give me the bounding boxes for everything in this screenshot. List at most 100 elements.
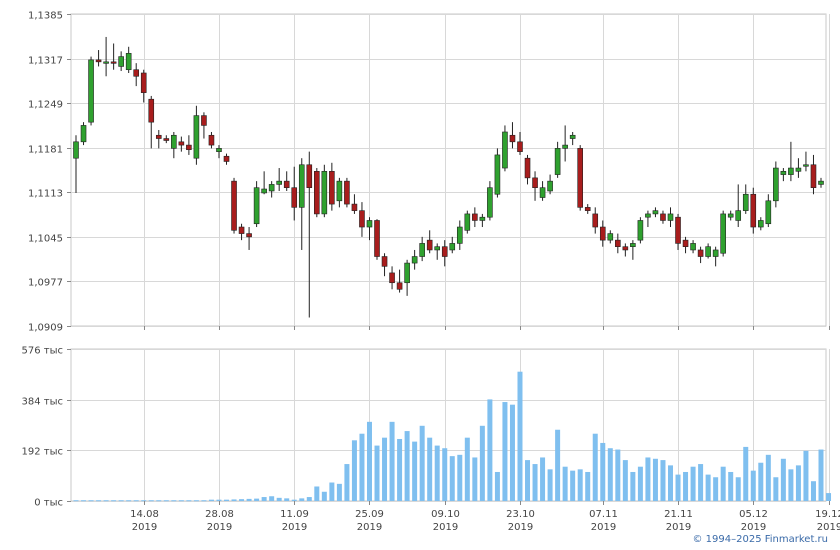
candle [374,219,380,260]
candle [246,227,252,250]
candle [178,136,185,152]
candle [148,95,155,149]
candle [660,210,666,224]
candle [690,240,696,254]
candle [630,240,636,260]
volume-bar [88,500,94,502]
candle-body [517,141,523,152]
volume-bar [201,500,207,502]
candle [456,220,463,250]
candle-body [419,243,425,257]
candle-body [464,213,471,231]
volume-bar [758,462,764,501]
volume-bar [284,498,290,501]
volume-bar [186,500,192,502]
candle-body [223,155,230,162]
candle [133,63,140,87]
x-tick-year-label: 2019 [207,522,232,533]
volume-bar [306,497,312,501]
candle-body [268,184,275,192]
volume-bar [494,471,500,501]
candle-body [118,56,124,67]
volume-bar [735,477,741,501]
candle [389,266,395,290]
volume-bar [660,460,666,501]
volume-bar [795,465,801,501]
volume-bar [713,477,719,501]
volume-bar [118,500,124,502]
candle-body [532,177,538,188]
candle-body [547,180,553,192]
candle [411,249,418,270]
candle [291,166,298,221]
candle [163,135,170,144]
candle [795,158,802,178]
candle [547,174,553,195]
candle [314,168,320,218]
candle [216,145,222,159]
candle-body [291,187,298,208]
volume-bar [321,491,327,501]
candle-body [735,210,742,221]
candle-body [396,282,403,290]
candle [103,36,109,77]
volume-bar [73,500,79,502]
volume-bar [525,460,531,501]
price-panel-border [70,13,827,327]
candle-body [208,134,215,146]
volume-bar [690,466,696,501]
volume-bar [675,474,681,501]
candle-body [479,216,486,221]
candle [682,236,689,254]
volume-bar [239,499,245,501]
candle [426,230,433,254]
candle [253,181,260,228]
volume-bar [344,464,350,501]
candle-body [712,249,719,257]
candle [95,50,102,67]
candle [298,158,305,250]
candle [208,131,215,149]
candle-body [727,213,734,218]
volume-bar [487,399,493,501]
volume-bar [464,437,470,501]
x-tick-date-label: 07.11 [589,509,618,520]
candle [283,171,290,191]
candle-body [539,187,546,198]
candle [381,253,388,277]
price-tick-label: 1,0977 [28,278,63,289]
x-tick-year-label: 2019 [282,522,307,533]
candle-body [675,216,681,244]
candle-body [818,180,824,185]
candle-body [607,233,614,241]
candle [472,207,478,228]
volume-bar [269,496,275,501]
volume-bar [810,481,816,501]
candle [615,233,621,254]
volume-tick-label: 192 тыс [22,447,63,458]
candle-body [810,164,817,188]
date-x-axis: 14.08 2019 28.08 2019 11.09 2019 25.09 2019 09.1… [130,326,840,533]
candle-body [434,246,441,251]
candle [532,171,538,201]
candle [464,210,471,234]
candle-body [329,171,335,205]
candle-body [456,226,463,244]
volume-bar [397,438,403,501]
candle-body [803,164,809,167]
volume-bar [442,448,448,501]
candle-body [720,213,726,254]
copyright-text: © 1994–2025 Finmarket.ru [692,534,828,545]
volume-bar [291,499,297,501]
volume-bar [412,441,418,501]
x-tick-date-label: 05.12 [739,509,768,520]
price-y-axis: 1,1385 1,1317 1,1249 1,1181 1,1113 1,1045 1,09… [28,11,71,334]
volume-bar [570,470,576,501]
volume-bar [126,500,132,502]
volume-bar [246,498,252,501]
volume-bar [645,457,651,501]
candle [569,131,576,146]
candle-body [276,180,282,185]
volume-bar [224,499,230,501]
